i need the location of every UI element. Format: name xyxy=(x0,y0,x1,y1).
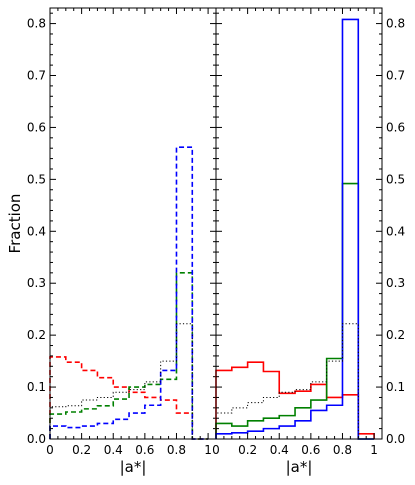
right-y-tick-label: 0.0 xyxy=(386,432,405,446)
right-x-tick-label: 0.2 xyxy=(238,443,257,457)
right-ticks-group: 0 0.2 0.4 0.6 0.8 1 0.0 0.1 0.2 0.3 0.4 0.5 0.6 0.7 0.… xyxy=(212,8,405,457)
right-y-tick-label: 0.1 xyxy=(386,380,405,394)
left-y-tick-label: 0.5 xyxy=(27,172,46,186)
right-y-tick-label: 0.7 xyxy=(386,69,405,83)
left-y-tick-label: 0.7 xyxy=(27,69,46,83)
left-y-tick-label: 0.1 xyxy=(27,380,46,394)
right-x-tick-label: 0 xyxy=(212,443,220,457)
right-series-group xyxy=(215,18,375,440)
left-panel: 0 0.2 0.4 0.6 0.8 1 0.0 0.1 0.2 0.3 0.4 0.5 0.6 0.7 0.… xyxy=(6,7,217,476)
right-x-axis-label: |a*| xyxy=(286,458,313,476)
left-y-tick-label: 0.4 xyxy=(27,224,46,238)
left-y-tick-label: 0.0 xyxy=(27,432,46,446)
left-y-tick-label: 0.8 xyxy=(27,17,46,31)
right-y-tick-label: 0.6 xyxy=(386,120,405,134)
right-series-2-solid-line xyxy=(215,18,375,440)
left-series-group xyxy=(49,146,209,440)
left-series-0-dashed-line xyxy=(49,356,209,440)
right-x-tick-label: 1 xyxy=(370,443,378,457)
right-y-tick-label: 0.3 xyxy=(386,276,405,290)
right-x-tick-label: 0.4 xyxy=(270,443,289,457)
left-y-tick-label: 0.2 xyxy=(27,328,46,342)
right-series-0-solid-line xyxy=(215,361,375,439)
left-x-tick-label: 0.2 xyxy=(72,443,91,457)
left-x-tick-label: 0.6 xyxy=(135,443,154,457)
right-x-tick-label: 0.8 xyxy=(333,443,352,457)
left-x-tick-label: 0.4 xyxy=(104,443,123,457)
right-axes-frame xyxy=(215,7,383,440)
right-y-tick-label: 0.2 xyxy=(386,328,405,342)
left-ticks-group: 0 0.2 0.4 0.6 0.8 1 0.0 0.1 0.2 0.3 0.4 0.5 0.6 0.7 0.… xyxy=(27,8,216,457)
left-x-tick-label: 1 xyxy=(204,443,212,457)
right-y-tick-label: 0.5 xyxy=(386,172,405,186)
left-x-tick-label: 0.8 xyxy=(167,443,186,457)
left-x-axis-label: |a*| xyxy=(120,458,147,476)
right-y-tick-label: 0.8 xyxy=(386,17,405,31)
left-y-tick-label: 0.6 xyxy=(27,120,46,134)
y-axis-label: Fraction xyxy=(6,194,24,254)
right-y-tick-label: 0.4 xyxy=(386,224,405,238)
left-series-2-dashed-line xyxy=(49,146,209,440)
left-y-tick-label: 0.3 xyxy=(27,276,46,290)
left-x-tick-label: 0 xyxy=(46,443,54,457)
right-x-tick-label: 0.6 xyxy=(301,443,320,457)
right-panel: 0 0.2 0.4 0.6 0.8 1 0.0 0.1 0.2 0.3 0.4 0.5 0.6 0.7 0.… xyxy=(212,7,405,476)
